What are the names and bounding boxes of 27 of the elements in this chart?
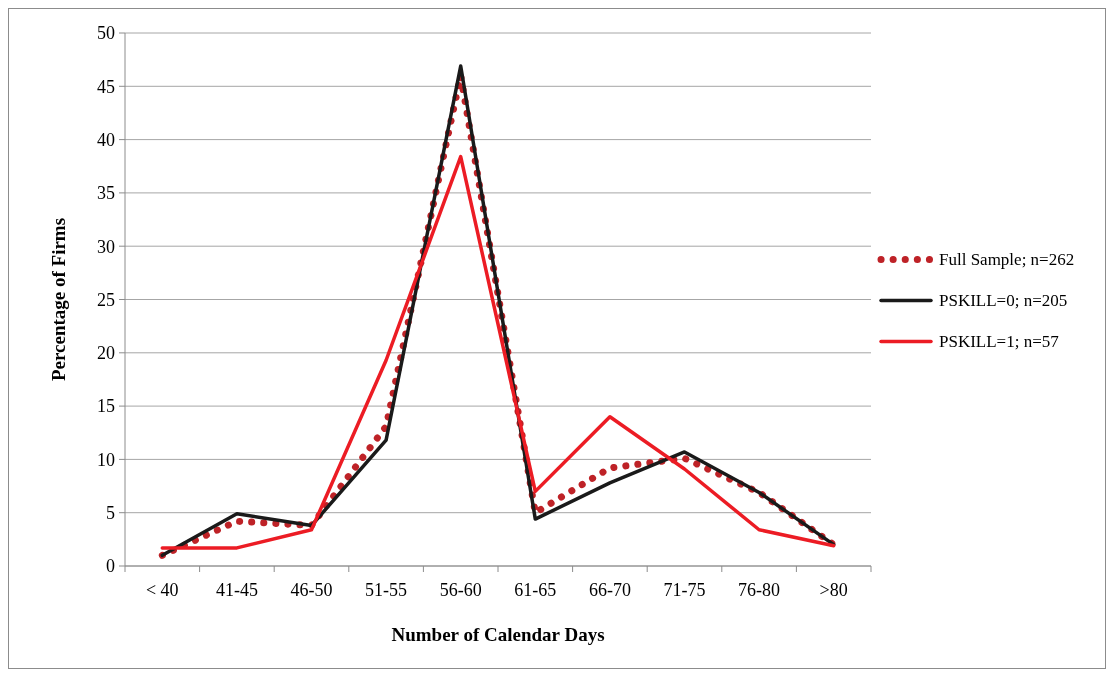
x-tick-label: 76-80 [738, 580, 781, 600]
y-tick-label: 10 [97, 449, 115, 470]
x-tick-label: 56-60 [439, 580, 482, 600]
x-tick-label: 51-55 [365, 580, 408, 600]
x-tick-label: 61-65 [514, 580, 557, 600]
y-tick-label: 5 [106, 503, 115, 523]
legend-label: PSKILL=1; n=57 [939, 332, 1060, 352]
y-tick-label: 45 [97, 76, 115, 97]
x-tick-label: 41-45 [215, 580, 258, 600]
y-tick-label: 20 [97, 343, 115, 364]
y-tick-label: 30 [97, 236, 115, 257]
y-tick-label: 15 [97, 396, 115, 417]
legend-label: PSKILL=0; n=205 [939, 291, 1068, 311]
x-tick-label: 46-50 [290, 580, 333, 600]
y-tick-label: 40 [97, 129, 115, 150]
y-tick-label: 0 [106, 556, 115, 577]
x-axis-title: Number of Calendar Days [391, 624, 605, 645]
x-tick-label: < 40 [145, 580, 179, 600]
x-tick-label: 71-75 [663, 580, 706, 600]
y-tick-label: 35 [97, 183, 115, 204]
x-tick-label: 66-70 [588, 580, 631, 600]
line-series [160, 154, 836, 550]
y-tick-label: 25 [97, 289, 115, 310]
y-tick-label: 50 [97, 23, 115, 44]
legend-label: Full Sample; n=262 [939, 250, 1075, 270]
y-axis-title: Percentage of Firms [48, 217, 69, 382]
x-tick-label: >80 [819, 580, 848, 600]
